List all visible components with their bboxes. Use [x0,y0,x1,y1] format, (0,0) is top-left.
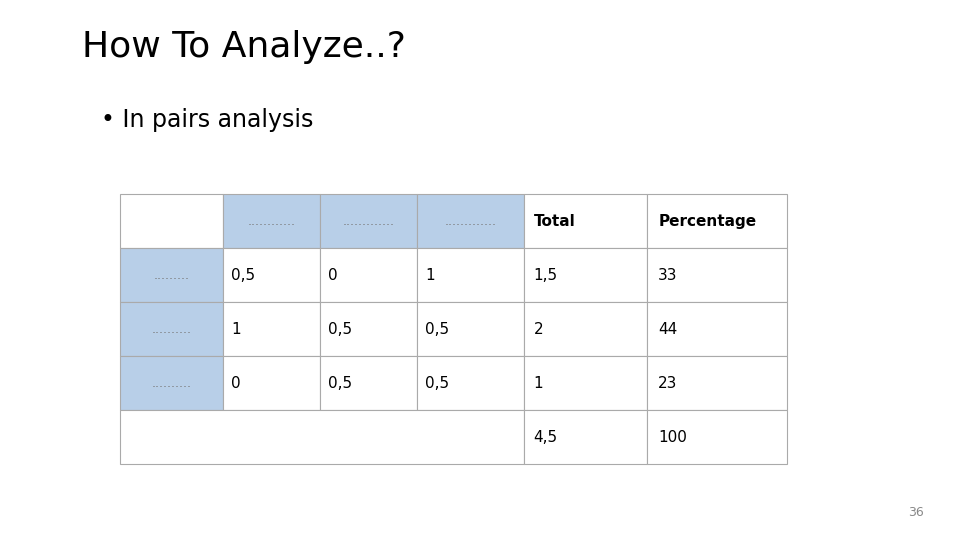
Text: ............: ............ [248,215,296,228]
Bar [224,302,320,356]
Text: 2: 2 [534,322,543,337]
Text: 0: 0 [231,376,241,391]
Text: 0,5: 0,5 [425,376,449,391]
Text: ..........: .......... [152,323,192,336]
Text: 0,5: 0,5 [231,268,255,283]
Text: 44: 44 [659,322,678,337]
Text: Total: Total [534,214,575,229]
Bar [647,194,787,248]
Text: ..........: .......... [152,377,192,390]
Text: .............: ............. [343,215,395,228]
Bar [523,194,647,248]
Bar [320,302,417,356]
Text: 33: 33 [659,268,678,283]
Bar [120,194,224,248]
Bar [320,194,417,248]
Bar [417,302,523,356]
Text: .............: ............. [444,215,496,228]
Text: • In pairs analysis: • In pairs analysis [101,108,313,132]
Text: 1,5: 1,5 [534,268,558,283]
Bar [523,356,647,410]
Text: 36: 36 [908,507,924,519]
Text: 4,5: 4,5 [534,430,558,445]
Text: 1: 1 [534,376,543,391]
Bar [320,356,417,410]
Bar [523,302,647,356]
Text: 23: 23 [659,376,678,391]
Bar [647,248,787,302]
Bar [224,194,320,248]
Text: 100: 100 [659,430,687,445]
Text: 1: 1 [425,268,435,283]
Text: .........: ......... [154,269,190,282]
Bar [523,248,647,302]
Bar [417,194,523,248]
Text: 0: 0 [328,268,338,283]
Bar [120,302,224,356]
Text: Percentage: Percentage [659,214,756,229]
Text: 0,5: 0,5 [425,322,449,337]
Text: 1: 1 [231,322,241,337]
Bar [224,356,320,410]
Bar [523,410,647,464]
Bar [120,248,224,302]
Bar [647,302,787,356]
Bar [320,248,417,302]
Text: How To Analyze..?: How To Analyze..? [82,30,405,64]
Bar [417,248,523,302]
Bar [120,356,224,410]
Bar [647,410,787,464]
Bar [417,356,523,410]
Text: 0,5: 0,5 [328,322,352,337]
Bar [647,356,787,410]
Bar [224,248,320,302]
Text: 0,5: 0,5 [328,376,352,391]
Bar [120,410,523,464]
